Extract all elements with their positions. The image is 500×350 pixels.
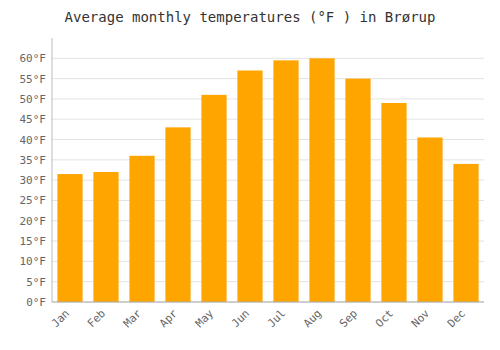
bar	[453, 164, 478, 302]
y-tick-label: 20°F	[20, 215, 47, 228]
x-tick-label: Oct	[373, 307, 396, 330]
bar	[93, 172, 118, 302]
bar	[129, 156, 154, 302]
y-tick-label: 60°F	[20, 52, 47, 65]
bar	[57, 174, 82, 302]
y-tick-label: 0°F	[26, 296, 46, 309]
y-tick-label: 40°F	[20, 134, 47, 147]
bar	[309, 58, 334, 302]
y-tick-label: 50°F	[20, 93, 47, 106]
bar	[345, 79, 370, 302]
y-axis-line	[52, 38, 53, 302]
bar	[417, 138, 442, 302]
x-tick-label: Jul	[265, 307, 288, 330]
y-tick-label: 25°F	[20, 194, 47, 207]
bar	[273, 60, 298, 302]
y-tick-label: 30°F	[20, 174, 47, 187]
grid-line	[52, 302, 484, 303]
y-tick-label: 10°F	[20, 255, 47, 268]
y-tick-label: 35°F	[20, 154, 47, 167]
x-tick-labels: Jan Feb Mar Apr May Jun Jul Aug Sep Oct Nov Dec	[49, 307, 468, 331]
bar	[165, 127, 190, 302]
title: Average monthly temperatures (°F ) in Br…	[65, 9, 436, 25]
grid-line	[52, 98, 484, 99]
x-tick-label: Nov	[409, 307, 433, 331]
bars	[57, 58, 478, 302]
y-grid	[52, 58, 484, 302]
y-tick-labels: 0°F 5°F 10°F 15°F 20°F 25°F 30°F 35°F 40°F 45°F 50…	[20, 52, 47, 309]
y-tick-label: 55°F	[20, 73, 47, 86]
bar	[201, 95, 226, 302]
bar	[381, 103, 406, 302]
bar	[237, 70, 262, 302]
y-tick-label: 45°F	[20, 113, 47, 126]
x-axis-line	[52, 302, 484, 303]
chart: Average monthly temperatures (°F ) in Br…	[0, 0, 500, 350]
x-tick-label: Jun	[229, 307, 252, 330]
x-tick-label: Aug	[301, 307, 324, 330]
grid-line	[52, 58, 484, 59]
x-tick-label: Dec	[445, 307, 468, 330]
grid-line	[52, 78, 484, 79]
x-tick-label: May	[193, 307, 217, 331]
y-tick-label: 5°F	[26, 276, 46, 289]
x-tick-label: Jan	[49, 307, 72, 330]
x-tick-label: Sep	[337, 307, 360, 330]
x-tick-label: Mar	[121, 307, 145, 331]
x-tick-label: Feb	[85, 307, 108, 330]
y-tick-label: 15°F	[20, 235, 47, 248]
x-tick-label: Apr	[157, 307, 181, 331]
grid-line	[52, 119, 484, 120]
